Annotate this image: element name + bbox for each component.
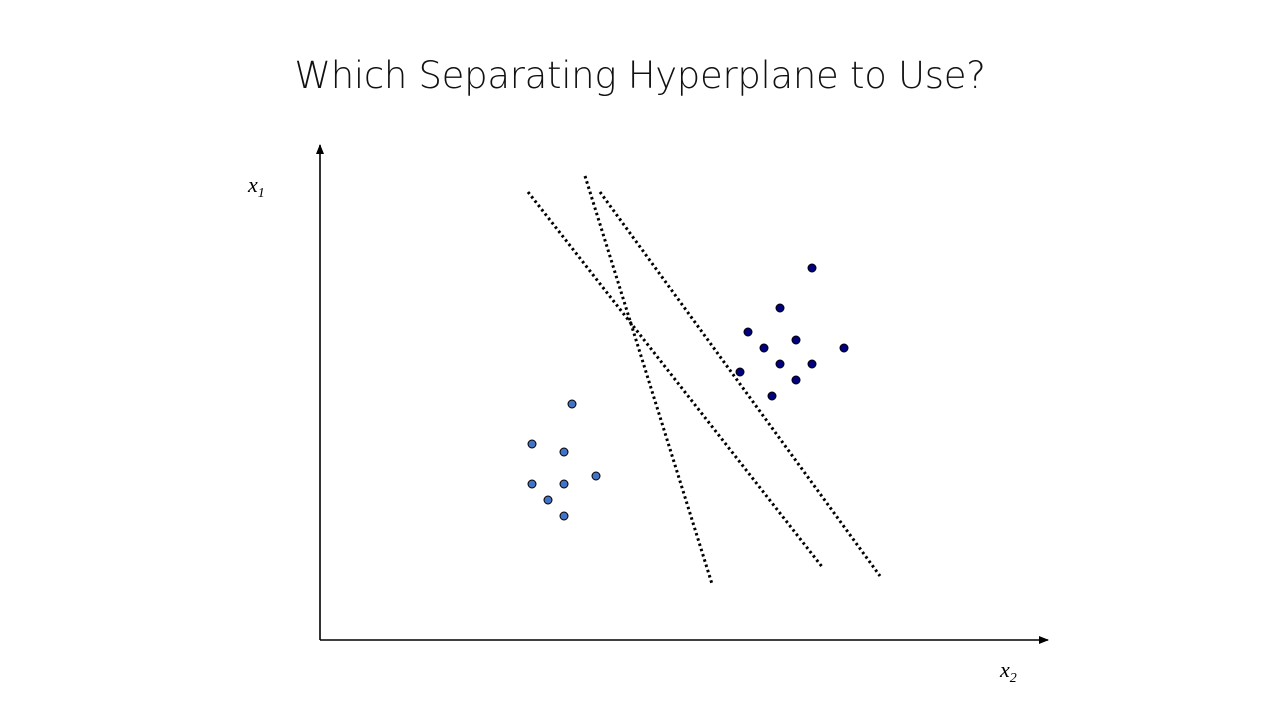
point <box>759 343 769 353</box>
class-b-points <box>735 263 849 401</box>
point <box>767 391 777 401</box>
point <box>543 495 553 505</box>
point <box>743 327 753 337</box>
point <box>791 375 801 385</box>
point <box>559 479 569 489</box>
hyperplane-line-1 <box>526 191 825 569</box>
x-axis-label: x2 <box>999 657 1017 686</box>
point <box>567 399 577 409</box>
hyperplane-line-3 <box>598 191 882 577</box>
point <box>807 263 817 273</box>
point <box>839 343 849 353</box>
point <box>775 303 785 313</box>
point <box>527 439 537 449</box>
hyperplane-line-2 <box>583 175 714 585</box>
point <box>775 359 785 369</box>
slide-title: Which Separating Hyperplane to Use? <box>294 54 986 97</box>
y-axis-label-subscript: 1 <box>258 186 265 201</box>
x-axis-label-subscript: 2 <box>1010 671 1017 686</box>
point <box>591 471 601 481</box>
x-axis-label-base: x <box>999 657 1010 682</box>
point <box>807 359 817 369</box>
point <box>791 335 801 345</box>
y-axis-label-base: x <box>247 172 258 197</box>
point <box>559 447 569 457</box>
class-a-points <box>527 399 601 521</box>
point <box>735 367 745 377</box>
point <box>527 479 537 489</box>
y-axis-label: x1 <box>247 172 265 201</box>
point <box>559 511 569 521</box>
